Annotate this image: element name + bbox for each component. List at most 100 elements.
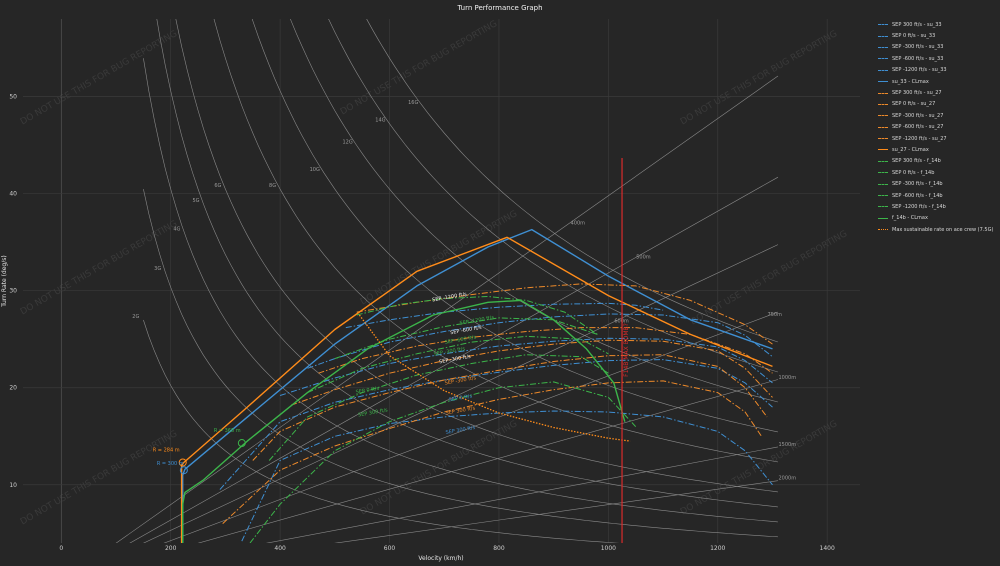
y-tick-label: 40 bbox=[9, 191, 17, 198]
legend-item: f_14b - CLmax bbox=[878, 213, 996, 224]
radius-line bbox=[163, 311, 779, 543]
legend-item: SEP -300 ft/s - su_33 bbox=[878, 42, 996, 53]
legend-label: SEP -300 ft/s - su_33 bbox=[892, 44, 944, 51]
legend-label: SEP -1200 ft/s - su_33 bbox=[892, 67, 947, 74]
sep-curve-label: SEP -600 ft/s bbox=[450, 325, 483, 336]
legend-label: SEP -1200 ft/s - f_14b bbox=[892, 203, 946, 210]
series-line bbox=[181, 228, 773, 543]
y-tick-label: 10 bbox=[9, 482, 17, 489]
legend-item: SEP 0 ft/s - su_33 bbox=[878, 30, 996, 41]
g-line-label: 14G bbox=[375, 118, 385, 124]
series-line bbox=[307, 313, 773, 369]
g-line-label: 8G bbox=[269, 183, 276, 189]
g-line bbox=[213, 19, 778, 463]
series-line bbox=[307, 335, 609, 394]
legend-item: SEP 300 ft/s - su_27 bbox=[878, 87, 996, 98]
legend-item: SEP -1200 ft/s - su_27 bbox=[878, 133, 996, 144]
legend-item: SEP 0 ft/s - su_27 bbox=[878, 99, 996, 110]
g-line bbox=[251, 19, 778, 433]
sep-curve-label: SEP 0 ft/s bbox=[448, 393, 473, 403]
x-tick-label: 800 bbox=[493, 545, 505, 552]
series-layer bbox=[180, 228, 773, 543]
legend-label: SEP 0 ft/s - su_27 bbox=[892, 101, 936, 108]
radius-line bbox=[129, 176, 779, 543]
radius-line bbox=[265, 446, 778, 543]
legend-label: SEP -600 ft/s - su_33 bbox=[892, 55, 944, 62]
x-tick-label: 1400 bbox=[820, 545, 835, 552]
legend-item: SEP 0 ft/s - f_14b bbox=[878, 167, 996, 178]
legend-item: SEP -600 ft/s - su_33 bbox=[878, 53, 996, 64]
g-line bbox=[143, 58, 778, 523]
legend-item: SEP -1200 ft/s - su_33 bbox=[878, 65, 996, 76]
sep-curve-label: SEP 300 ft/s bbox=[445, 405, 476, 416]
x-tick-label: 0 bbox=[59, 545, 63, 552]
corner-radius-label: R = 300 m bbox=[157, 461, 184, 467]
radius-line bbox=[197, 379, 779, 543]
legend-swatch bbox=[878, 195, 888, 197]
radius-line bbox=[115, 75, 779, 543]
g-line bbox=[156, 19, 778, 508]
y-tick-label: 30 bbox=[9, 288, 17, 295]
g-line-label: 4G bbox=[173, 227, 180, 233]
marker-layer: F14B MAX BOMB? R = 284 m R = 300 m R = 368 … bbox=[153, 158, 630, 543]
series-line bbox=[181, 299, 626, 543]
legend-item: su_27 - CLmax bbox=[878, 144, 996, 155]
g-line bbox=[175, 19, 778, 493]
legend-swatch bbox=[878, 92, 888, 94]
legend-item: SEP -600 ft/s - su_27 bbox=[878, 122, 996, 133]
corner-point-marker bbox=[237, 439, 246, 448]
legend-item: SEP -1200 ft/s - f_14b bbox=[878, 201, 996, 212]
legend-swatch bbox=[878, 103, 888, 105]
series-line bbox=[219, 359, 773, 490]
legend-item: SEP -300 ft/s - su_27 bbox=[878, 110, 996, 121]
x-tick-label: 600 bbox=[384, 545, 396, 552]
y-axis-title: Turn Rate (deg/s) bbox=[1, 255, 8, 307]
series-line bbox=[318, 327, 773, 374]
legend-label: Max sustainable rate on ace crew (7.5G) bbox=[892, 226, 994, 233]
series-line bbox=[180, 236, 773, 543]
sep-curve-label: SEP -300 ft/s bbox=[439, 354, 472, 365]
legend-swatch bbox=[878, 35, 888, 37]
g-line bbox=[143, 189, 778, 538]
sep-curve-label: SEP 300 ft/s bbox=[445, 425, 476, 436]
x-tick-label: 1000 bbox=[601, 545, 616, 552]
legend-swatch bbox=[878, 58, 888, 60]
legend-swatch bbox=[878, 115, 888, 117]
sep-curve-label: SEP 0 ft/s bbox=[355, 386, 380, 396]
axis-ticks: 0 200 400 600 800 1000 1200 1400 10 20 30 40 50 bbox=[9, 94, 835, 552]
legend-swatch bbox=[878, 160, 888, 162]
radius-line-label: 750m bbox=[768, 312, 783, 318]
series-line bbox=[241, 410, 773, 542]
g-line bbox=[328, 19, 778, 373]
legend-label: SEP 0 ft/s - su_33 bbox=[892, 33, 936, 40]
legend-label: SEP -1200 ft/s - su_27 bbox=[892, 135, 947, 142]
series-line bbox=[345, 302, 664, 329]
x-axis-title: Velocity (km/h) bbox=[418, 555, 463, 562]
g-line-label: 6G bbox=[214, 183, 221, 189]
legend-label: SEP 0 ft/s - f_14b bbox=[892, 169, 935, 176]
sep-curve-label: SEP 300 ft/s bbox=[358, 407, 389, 418]
legend-swatch bbox=[878, 172, 888, 174]
series-line bbox=[356, 296, 598, 335]
legend-swatch bbox=[878, 138, 888, 140]
legend-label: su_33 - CLmax bbox=[892, 78, 929, 85]
legend-swatch bbox=[878, 217, 888, 219]
series-line bbox=[222, 380, 762, 524]
chart-title: Turn Performance Graph bbox=[456, 4, 542, 12]
radius-line bbox=[334, 480, 778, 543]
legend-label: SEP 300 ft/s - f_14b bbox=[892, 158, 941, 165]
g-line bbox=[143, 319, 620, 543]
x-tick-label: 200 bbox=[165, 545, 177, 552]
legend-item: SEP 300 ft/s - f_14b bbox=[878, 156, 996, 167]
g-and-radius-lines bbox=[115, 19, 779, 543]
legend-item: SEP -600 ft/s - f_14b bbox=[878, 190, 996, 201]
legend-label: f_14b - CLmax bbox=[892, 215, 928, 222]
legend-swatch bbox=[878, 229, 888, 231]
max-bomb-marker-label: F14B MAX BOMB? bbox=[623, 323, 630, 377]
series-line bbox=[356, 283, 773, 345]
series-line bbox=[252, 354, 768, 461]
legend-label: SEP -300 ft/s - su_27 bbox=[892, 112, 944, 119]
legend-swatch bbox=[878, 126, 888, 128]
legend-swatch bbox=[878, 206, 888, 208]
